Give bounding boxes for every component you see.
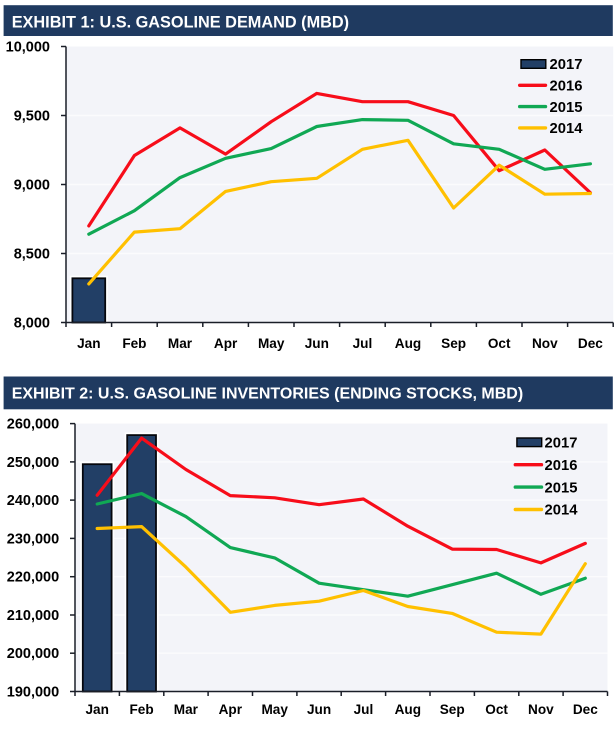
svg-text:260,000: 260,000	[7, 417, 59, 433]
svg-text:2014: 2014	[550, 121, 584, 137]
svg-text:Feb: Feb	[130, 702, 154, 717]
svg-text:Feb: Feb	[122, 336, 146, 351]
svg-text:9,000: 9,000	[14, 178, 50, 194]
svg-text:Nov: Nov	[528, 702, 554, 717]
svg-text:Dec: Dec	[573, 702, 598, 717]
svg-text:Mar: Mar	[174, 702, 199, 717]
svg-text:Sep: Sep	[441, 336, 466, 351]
svg-text:Apr: Apr	[219, 702, 243, 717]
svg-text:2014: 2014	[545, 503, 579, 519]
svg-text:Aug: Aug	[395, 336, 421, 351]
svg-text:2017: 2017	[545, 436, 578, 452]
svg-text:2016: 2016	[545, 458, 578, 474]
svg-text:Jun: Jun	[307, 702, 331, 717]
svg-text:250,000: 250,000	[7, 455, 59, 471]
svg-text:2016: 2016	[550, 79, 583, 95]
svg-text:230,000: 230,000	[7, 531, 59, 547]
svg-text:May: May	[258, 336, 285, 351]
svg-text:200,000: 200,000	[7, 646, 59, 662]
svg-text:Mar: Mar	[168, 336, 193, 351]
svg-text:2015: 2015	[550, 100, 583, 116]
svg-text:220,000: 220,000	[7, 570, 59, 586]
svg-text:Aug: Aug	[395, 702, 421, 717]
svg-text:Sep: Sep	[440, 702, 465, 717]
svg-text:Jan: Jan	[77, 336, 100, 351]
svg-text:EXHIBIT 2: U.S. GASOLINE INVEN: EXHIBIT 2: U.S. GASOLINE INVENTORIES (EN…	[12, 386, 523, 403]
svg-text:2015: 2015	[545, 480, 578, 496]
svg-text:10,000: 10,000	[6, 40, 50, 56]
svg-text:2017: 2017	[550, 57, 583, 73]
svg-text:210,000: 210,000	[7, 608, 59, 624]
svg-text:Jun: Jun	[305, 336, 329, 351]
svg-text:Dec: Dec	[578, 336, 603, 351]
svg-text:Apr: Apr	[214, 336, 238, 351]
svg-text:Nov: Nov	[532, 336, 558, 351]
svg-text:EXHIBIT 1: U.S. GASOLINE DEMAN: EXHIBIT 1: U.S. GASOLINE DEMAND (MBD)	[12, 14, 349, 32]
svg-text:190,000: 190,000	[7, 685, 59, 701]
svg-text:Jan: Jan	[85, 702, 108, 717]
svg-text:8,000: 8,000	[14, 316, 50, 332]
svg-text:Jul: Jul	[354, 702, 374, 717]
svg-text:Jul: Jul	[353, 336, 373, 351]
svg-text:Oct: Oct	[485, 702, 508, 717]
svg-text:May: May	[261, 702, 288, 717]
svg-text:9,500: 9,500	[14, 109, 50, 125]
svg-text:240,000: 240,000	[7, 493, 59, 509]
svg-text:8,500: 8,500	[14, 247, 50, 263]
svg-text:Oct: Oct	[488, 336, 511, 351]
